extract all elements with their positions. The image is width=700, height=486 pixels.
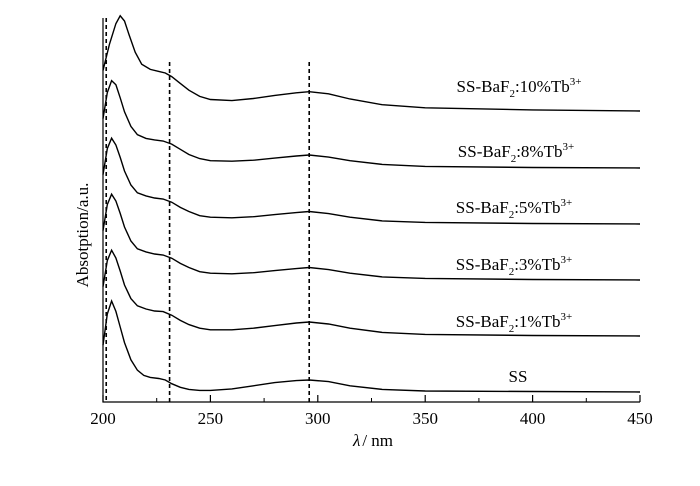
x-tick-label-200: 200 <box>90 409 116 428</box>
series-curve-1 <box>102 248 641 337</box>
series-label-superscript: 3+ <box>570 76 582 88</box>
series-label-4: SS-BaF2:8%Tb3+ <box>458 141 574 165</box>
series-label-3: SS-BaF2:5%Tb3+ <box>456 197 572 221</box>
x-tick-label-250: 250 <box>198 409 224 428</box>
x-tick-label-400: 400 <box>520 409 546 428</box>
series-label-subscript: 2 <box>509 323 515 335</box>
plot-area <box>102 14 641 402</box>
series-label-subscript: 2 <box>509 266 515 278</box>
series-curve-5 <box>102 14 641 112</box>
series-label-1: SS-BaF2:1%Tb3+ <box>456 311 572 335</box>
x-axis-label-symbol: λ <box>352 431 360 450</box>
series-label-dopant: :1%Tb <box>514 312 560 331</box>
series-label-0: SS <box>509 367 528 386</box>
series-label-base: SS-BaF <box>456 198 509 217</box>
series-label-dopant: :10%Tb <box>515 77 570 96</box>
series-label-subscript: 2 <box>509 88 515 100</box>
x-tick-label-350: 350 <box>412 409 438 428</box>
x-axis-label-unit: / nm <box>362 431 393 450</box>
axes: 200 250 300 350 400 450 <box>90 18 653 428</box>
series-label-5: SS-BaF2:10%Tb3+ <box>457 76 582 100</box>
series-curve-3 <box>102 136 641 225</box>
x-axis-label: λ / nm <box>352 431 393 450</box>
series-label-dopant: :8%Tb <box>516 142 562 161</box>
series-label-superscript: 3+ <box>560 197 572 209</box>
series-label-dopant: :5%Tb <box>514 198 560 217</box>
series-curve-2 <box>102 192 641 281</box>
x-tick-label-450: 450 <box>627 409 653 428</box>
series-label-superscript: 3+ <box>562 141 574 153</box>
series-label-2: SS-BaF2:3%Tb3+ <box>456 254 572 278</box>
series-label-subscript: 2 <box>509 209 515 221</box>
series-label-superscript: 3+ <box>560 254 572 266</box>
x-tick-label-300: 300 <box>305 409 331 428</box>
series-label-base: SS <box>509 367 528 386</box>
series-label-subscript: 2 <box>511 153 517 165</box>
series-label-base: SS-BaF <box>458 142 511 161</box>
series-label-superscript: 3+ <box>560 311 572 323</box>
series-curve-4 <box>102 79 641 169</box>
y-axis-label: Absotption/a.u. <box>73 183 92 288</box>
series-labels: SSSS-BaF2:1%Tb3+SS-BaF2:3%Tb3+SS-BaF2:5%… <box>456 76 582 386</box>
series-label-base: SS-BaF <box>456 255 509 274</box>
series-label-base: SS-BaF <box>457 77 510 96</box>
series-curve-0 <box>102 298 641 393</box>
series-label-base: SS-BaF <box>456 312 509 331</box>
series-label-dopant: :3%Tb <box>514 255 560 274</box>
